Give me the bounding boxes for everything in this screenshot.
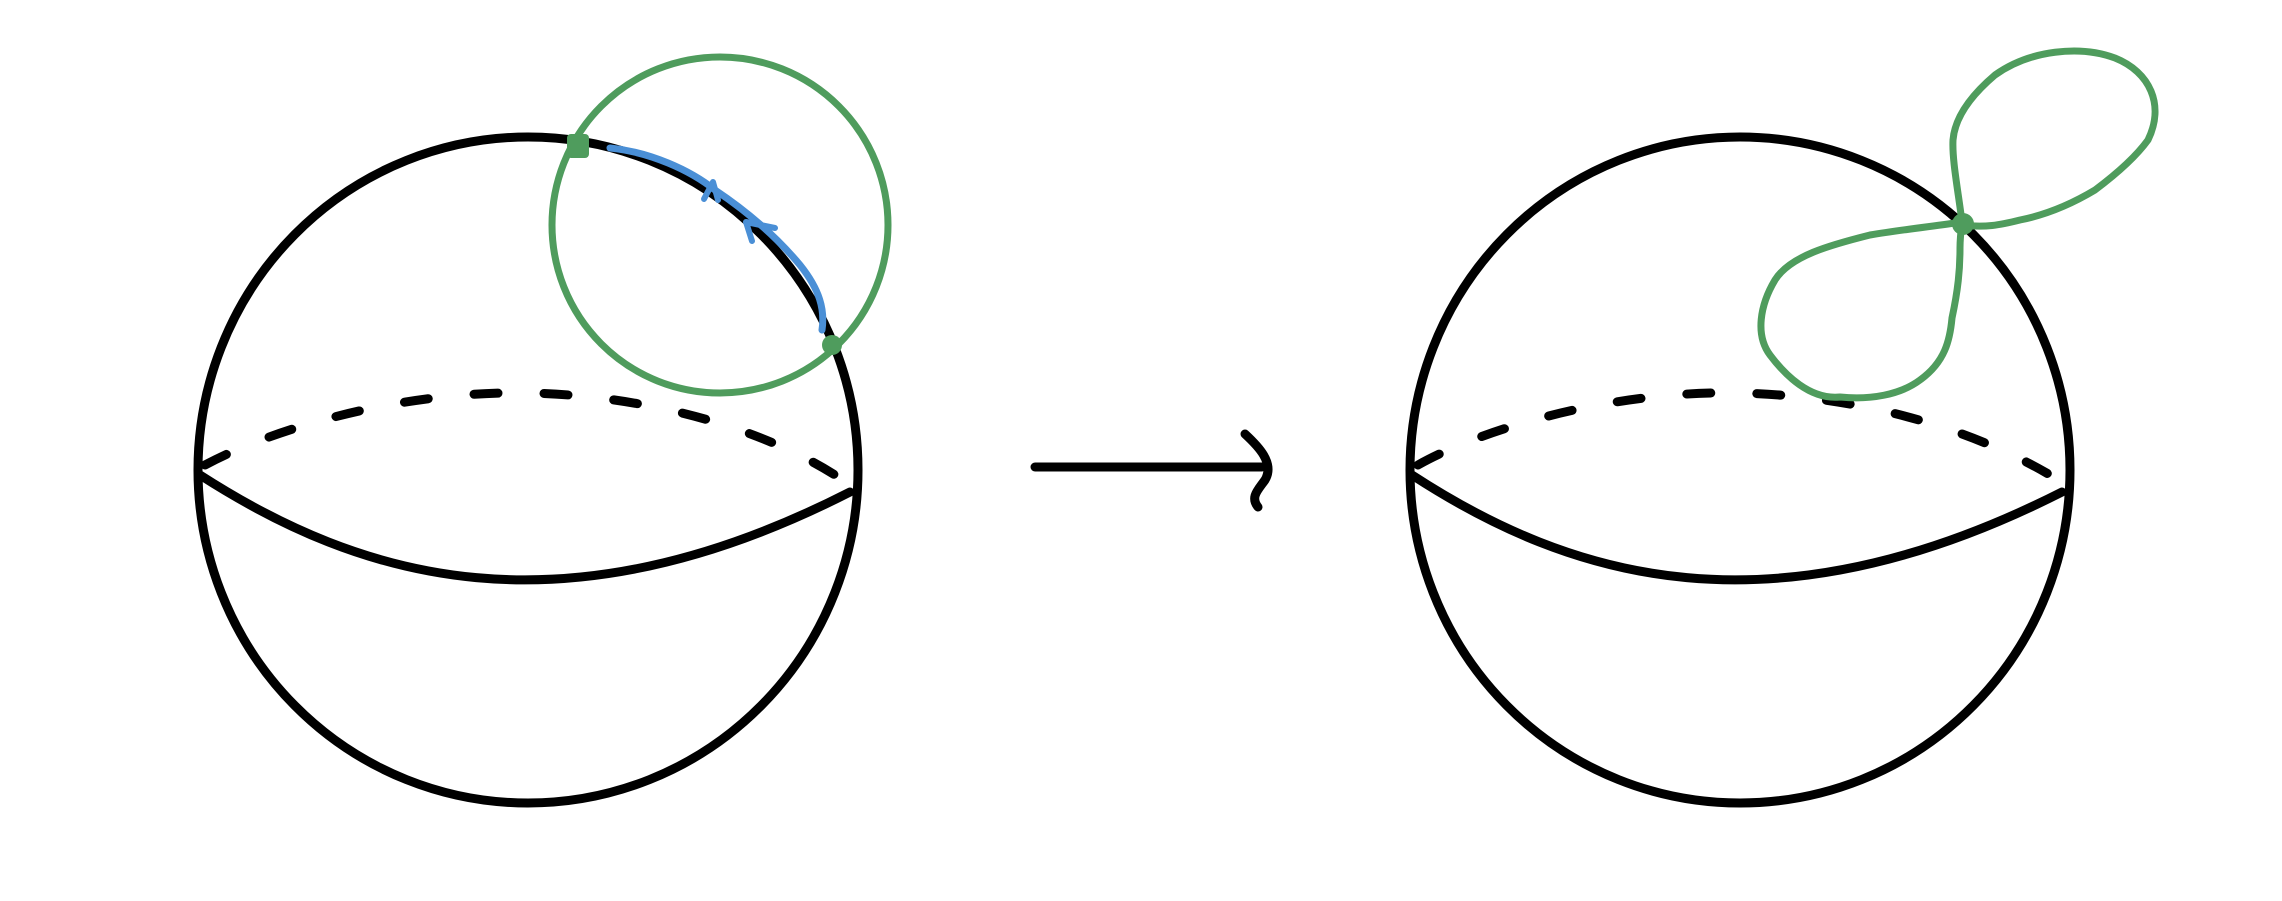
- left-equator-back: [200, 388, 840, 480]
- right-equator-back: [1413, 388, 2055, 480]
- left-green-loop: [548, 53, 892, 397]
- left-sphere-figure: [193, 53, 892, 808]
- right-sphere-figure: [1405, 47, 2159, 808]
- right-equator-front: [1407, 470, 2067, 585]
- right-arrow-icon: [1030, 429, 1273, 512]
- left-blue-arrowhead-1: [701, 179, 721, 203]
- arrow-head: [1240, 429, 1273, 512]
- right-green-point: [1952, 213, 1974, 235]
- left-sphere-outline: [193, 132, 863, 808]
- left-equator-front: [195, 470, 855, 585]
- left-green-point-top: [567, 134, 589, 158]
- left-blue-arc: [606, 144, 827, 334]
- right-green-loop-lower: [1757, 218, 1966, 402]
- left-green-point-bottom: [822, 335, 842, 355]
- right-green-loop-upper: [1949, 47, 2159, 230]
- left-blue-arrowhead-2: [743, 219, 778, 244]
- right-sphere-outline: [1405, 132, 2075, 808]
